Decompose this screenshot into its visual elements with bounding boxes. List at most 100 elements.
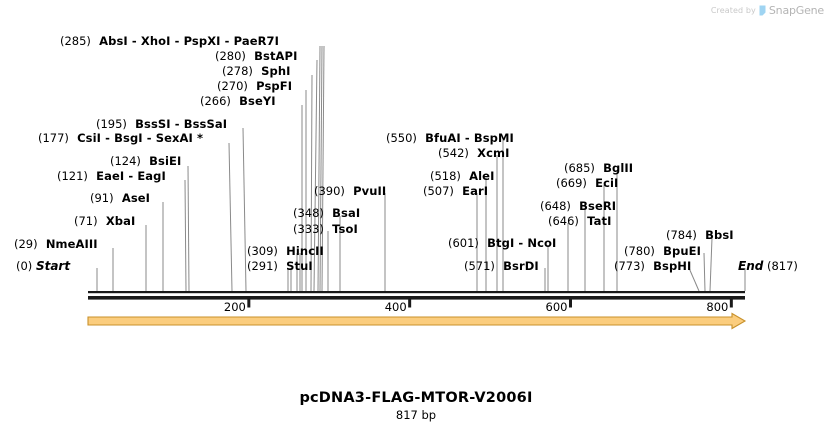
restriction-site-position: (71) (74, 214, 98, 228)
restriction-site-enzymes: TsoI (323, 222, 358, 236)
end-name: End (738, 259, 764, 273)
restriction-site-position: (280) (215, 49, 246, 63)
restriction-site-enzymes: AseI (113, 191, 151, 205)
restriction-site-label[interactable]: (280) BstAPI (215, 50, 297, 63)
restriction-site-position: (542) (438, 146, 469, 160)
restriction-site-label[interactable]: (784) BbsI (666, 229, 734, 242)
restriction-site-label[interactable]: (542) XcmI (438, 147, 510, 160)
restriction-site-enzymes: PspFI (247, 79, 293, 93)
restriction-site-label[interactable]: (518) AleI (430, 170, 494, 183)
restriction-site-label[interactable]: (121) EaeI - EagI (57, 170, 166, 183)
restriction-site-position: (507) (423, 184, 454, 198)
restriction-site-position: (285) (60, 34, 91, 48)
restriction-site-enzymes: BpuEI (654, 244, 701, 258)
restriction-site-label[interactable]: (29) NmeAIII (14, 238, 98, 251)
restriction-site-label[interactable]: (550) BfuAI - BspMI (386, 132, 514, 145)
ruler-tick-label: 400 (384, 300, 407, 314)
restriction-site-position: (646) (548, 214, 579, 228)
restriction-site-label[interactable]: (571) BsrDI (464, 260, 539, 273)
leader-line (310, 74, 313, 292)
leader-line (321, 45, 325, 292)
restriction-site-enzymes: BspHI (644, 259, 692, 273)
restriction-site-label[interactable]: (685) BglII (564, 162, 633, 175)
restriction-site-position: (266) (200, 94, 231, 108)
restriction-site-label[interactable]: (71) XbaI (74, 215, 135, 228)
restriction-site-position: (348) (293, 206, 324, 220)
restriction-site-label[interactable]: (773) BspHI (614, 260, 691, 273)
restriction-site-enzymes: BfuAI - BspMI (416, 131, 514, 145)
ruler-tick-mark (729, 299, 733, 308)
restriction-site-position: (291) (247, 259, 278, 273)
restriction-site-position: (124) (110, 154, 141, 168)
restriction-site-label[interactable]: (601) BtgI - NcoI (448, 237, 556, 250)
feature-arrow-cds (87, 312, 747, 330)
restriction-site-label[interactable]: (348) BsaI (293, 207, 360, 220)
leader-line-group (96, 45, 746, 292)
restriction-site-position: (333) (293, 222, 324, 236)
leader-line (242, 127, 247, 292)
leader-line (703, 252, 706, 292)
restriction-site-label[interactable]: (266) BseYI (200, 95, 276, 108)
restriction-site-enzymes: XbaI (97, 214, 136, 228)
restriction-site-enzymes: PvuII (344, 184, 387, 198)
ruler-tick-label: 800 (706, 300, 729, 314)
restriction-site-label[interactable]: (124) BsiEI (110, 155, 181, 168)
watermark-created-by-label: Created by (710, 5, 756, 15)
restriction-site-label[interactable]: (270) PspFI (217, 80, 292, 93)
restriction-site-enzymes: EciI (586, 176, 619, 190)
restriction-site-enzymes: NmeAIII (37, 237, 98, 251)
restriction-site-enzymes: BseRI (570, 199, 617, 213)
map-subtitle: 817 bp (395, 408, 437, 422)
restriction-site-position: (669) (556, 176, 587, 190)
leader-line (319, 45, 323, 292)
restriction-site-label[interactable]: (669) EciI (556, 177, 618, 190)
sequence-end-label: End (817) (738, 260, 798, 273)
restriction-site-position: (784) (666, 228, 697, 242)
end-position: (817) (767, 259, 798, 273)
restriction-site-position: (648) (540, 199, 571, 213)
restriction-site-label[interactable]: (780) BpuEI (624, 245, 701, 258)
restriction-site-enzymes: XcmI (468, 146, 510, 160)
ruler-tick-label: 600 (545, 300, 568, 314)
restriction-site-position: (601) (448, 236, 479, 250)
restriction-site-label[interactable]: (278) SphI (222, 65, 291, 78)
restriction-site-position: (550) (386, 131, 417, 145)
ruler-line-upper (88, 291, 745, 294)
restriction-site-label[interactable]: (195) BssSI - BssSaI (96, 118, 227, 131)
restriction-site-enzymes: BtgI - NcoI (478, 236, 557, 250)
restriction-site-enzymes: HincII (277, 244, 324, 258)
restriction-site-label[interactable]: (177) CsiI - BsgI - SexAI * (38, 132, 203, 145)
restriction-site-label[interactable]: (646) TatI (548, 215, 611, 228)
restriction-site-label[interactable]: (309) HincII (247, 245, 324, 258)
restriction-site-enzymes: BbsI (696, 228, 734, 242)
restriction-site-label[interactable]: (285) AbsI - XhoI - PspXI - PaeR7I (60, 35, 279, 48)
restriction-site-position: (177) (38, 131, 69, 145)
restriction-site-position: (780) (624, 244, 655, 258)
restriction-site-label[interactable]: (648) BseRI (540, 200, 616, 213)
restriction-site-label[interactable]: (507) EarI (423, 185, 488, 198)
leader-line (184, 179, 187, 292)
restriction-site-enzymes: BstAPI (245, 49, 298, 63)
restriction-site-enzymes: AbsI - XhoI - PspXI - PaeR7I (90, 34, 280, 48)
restriction-site-enzymes: AleI (460, 169, 495, 183)
restriction-site-label[interactable]: (91) AseI (90, 192, 150, 205)
ruler-line-lower (88, 296, 745, 300)
ruler-tick-mark (247, 299, 251, 308)
start-position: (0) (16, 259, 33, 273)
restriction-site-enzymes: BssSI - BssSaI (126, 117, 228, 131)
restriction-site-label[interactable]: (333) TsoI (293, 223, 358, 236)
restriction-site-position: (91) (90, 191, 114, 205)
restriction-site-label[interactable]: (291) StuI (247, 260, 313, 273)
restriction-site-enzymes: StuI (277, 259, 313, 273)
restriction-site-position: (309) (247, 244, 278, 258)
leader-line (317, 45, 321, 292)
leader-line (709, 237, 713, 292)
ruler-tick-mark (408, 299, 412, 308)
leader-line (313, 59, 318, 292)
restriction-site-position: (278) (222, 64, 253, 78)
ruler-tick-group (247, 299, 733, 308)
restriction-site-position: (571) (464, 259, 495, 273)
restriction-site-label[interactable]: (390) PvuII (314, 185, 386, 198)
restriction-site-enzymes: SphI (252, 64, 291, 78)
